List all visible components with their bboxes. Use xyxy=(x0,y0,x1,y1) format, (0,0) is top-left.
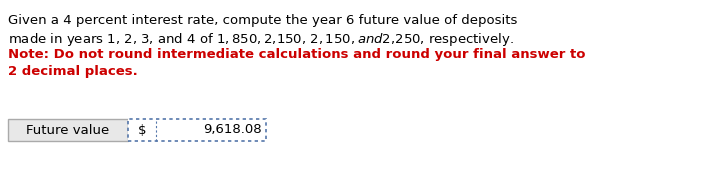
Text: 2 decimal places.: 2 decimal places. xyxy=(8,65,138,78)
Text: 9,618.08: 9,618.08 xyxy=(203,124,262,137)
Bar xyxy=(128,119,266,141)
Text: Future value: Future value xyxy=(26,124,110,137)
Text: made in years 1, 2, 3, and 4 of $1,850, $2,150, $2,150, and $2,250, respectively: made in years 1, 2, 3, and 4 of $1,850, … xyxy=(8,31,514,48)
Text: $: $ xyxy=(138,124,146,137)
Text: Note: Do not round intermediate calculations and round your final answer to: Note: Do not round intermediate calculat… xyxy=(8,48,586,61)
Bar xyxy=(8,119,128,141)
Text: Given a 4 percent interest rate, compute the year 6 future value of deposits: Given a 4 percent interest rate, compute… xyxy=(8,14,518,27)
